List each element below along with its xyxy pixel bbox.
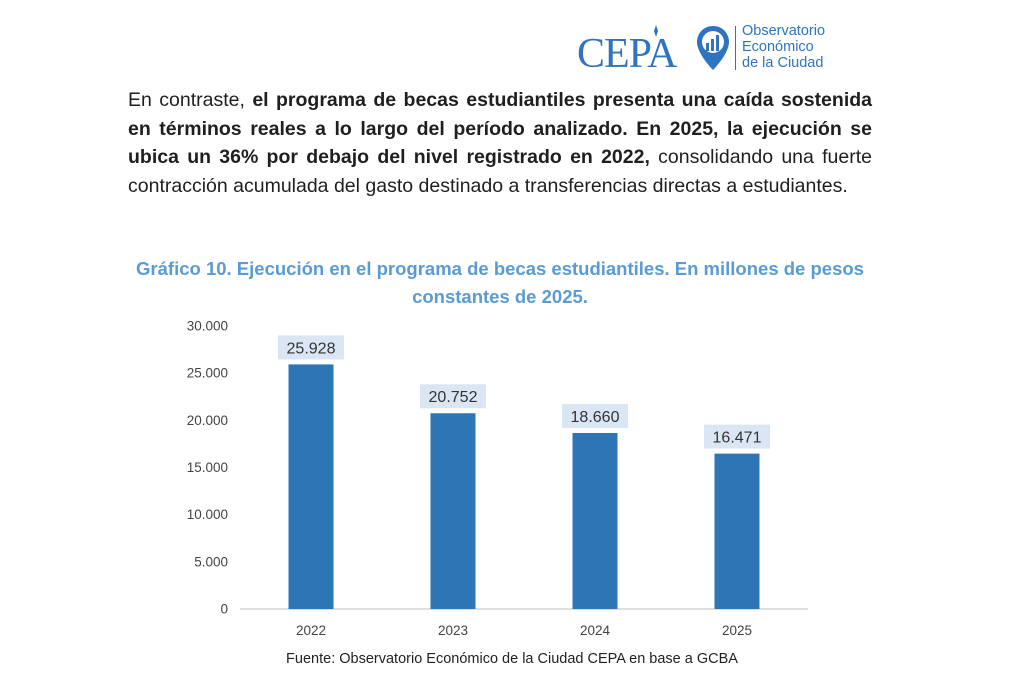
- data-label-background: [562, 403, 628, 428]
- x-tick-label: 2024: [580, 623, 611, 638]
- data-label: 18.660: [571, 409, 620, 426]
- data-label: 16.471: [713, 430, 762, 447]
- observatorio-logo-text: Observatorio Económico de la Ciudad: [742, 23, 825, 71]
- y-tick-label: 15.000: [187, 460, 228, 475]
- data-label: 25.928: [287, 340, 336, 357]
- data-label-background: [704, 424, 770, 449]
- observatorio-line-1: Observatorio: [742, 23, 826, 39]
- source-note: Fuente: Observatorio Económico de la Ciu…: [286, 651, 738, 667]
- observatorio-line-2: Económico: [742, 39, 814, 55]
- data-label-background: [278, 335, 344, 360]
- cepa-star-icon: [654, 25, 658, 37]
- bar: [430, 413, 476, 609]
- header-logos: CEPA Observatorio Económico de la Ciudad: [575, 22, 875, 82]
- y-tick-label: 10.000: [187, 507, 228, 522]
- body-paragraph: En contraste, el programa de becas estud…: [128, 86, 872, 200]
- chart-title: Gráfico 10. Ejecución en el programa de …: [136, 258, 864, 307]
- cepa-logo: CEPA: [577, 31, 678, 77]
- logo-divider: [735, 26, 736, 70]
- paragraph-intro: En contraste,: [128, 89, 253, 111]
- map-pin-icon: [697, 26, 729, 70]
- paragraph-rest: consolidando una fuerte contracción acum…: [128, 146, 872, 197]
- data-label: 20.752: [429, 389, 478, 406]
- x-tick-label: 2025: [722, 623, 752, 638]
- x-tick-label: 2022: [296, 623, 326, 638]
- x-tick-label: 2023: [438, 623, 468, 638]
- bar: [714, 453, 760, 609]
- y-tick-label: 0: [220, 602, 228, 617]
- y-tick-label: 25.000: [187, 366, 228, 381]
- bar: [288, 364, 334, 609]
- y-tick-label: 5.000: [194, 554, 228, 569]
- y-tick-label: 20.000: [187, 413, 228, 428]
- observatorio-line-3: de la Ciudad: [742, 55, 824, 71]
- bar: [572, 432, 618, 609]
- data-label-background: [420, 384, 486, 409]
- paragraph-bold: el programa de becas estudiantiles prese…: [128, 89, 872, 168]
- y-tick-label: 30.000: [187, 319, 228, 334]
